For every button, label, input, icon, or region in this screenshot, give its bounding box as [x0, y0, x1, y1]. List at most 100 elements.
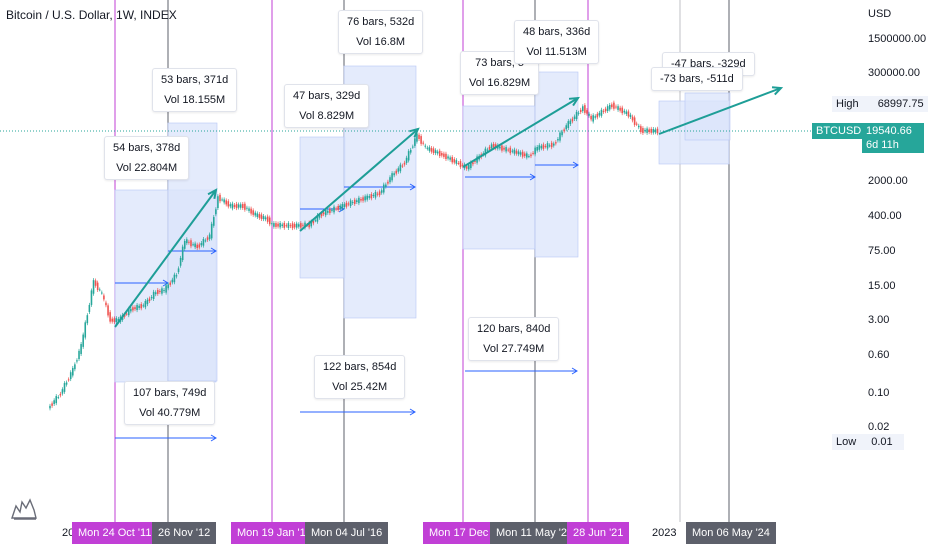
candle-body: [159, 290, 161, 293]
candle-body: [615, 106, 617, 108]
candle-body: [418, 134, 420, 139]
high-label: High: [836, 98, 859, 110]
candle-body: [130, 308, 132, 312]
measure-vol-text: Vol 18.155M: [164, 94, 226, 106]
candle-body: [405, 157, 408, 163]
candle-body: [200, 243, 203, 246]
candle-body: [142, 305, 145, 307]
candle-body: [339, 205, 342, 209]
candle-body: [432, 148, 435, 154]
candle-body: [467, 164, 470, 170]
candle-body: [233, 205, 236, 208]
candle-body: [441, 153, 443, 156]
candle-body: [219, 194, 221, 202]
candle-body: [146, 299, 149, 305]
measure-label: 54 bars, 378d Vol 22.804M: [104, 136, 190, 180]
date-tag-2015: Mon 19 Jan '15: [231, 522, 318, 544]
candle-body: [246, 207, 248, 209]
candle-body: [519, 152, 522, 155]
candle-body: [633, 117, 636, 125]
y-tick-label: 0.60: [868, 349, 889, 361]
candle-body: [210, 223, 213, 239]
candle-body: [227, 201, 230, 207]
candle-body: [175, 275, 178, 277]
candle-body: [347, 203, 350, 205]
candle-body: [501, 145, 503, 151]
candle-body: [401, 165, 404, 167]
candle-body: [266, 216, 269, 222]
measure-label: -73 bars, -511d: [651, 67, 743, 91]
candle-body: [231, 203, 234, 209]
candle-body: [310, 221, 313, 227]
candle-body: [455, 160, 458, 164]
candle-body: [293, 224, 296, 228]
candle-body: [625, 111, 628, 114]
candle-body: [154, 292, 157, 295]
candle-body: [140, 304, 143, 309]
candle-body: [163, 290, 165, 292]
y-tick-label: 300000.00: [868, 67, 920, 79]
candle-body: [385, 184, 387, 187]
candle-body: [646, 128, 648, 133]
candle-body: [378, 191, 381, 196]
candle-body: [507, 149, 509, 151]
candle-body: [358, 197, 360, 204]
candle-body: [324, 209, 327, 216]
tradingview-logo-icon: [10, 496, 38, 522]
candle-body: [445, 153, 447, 160]
measure-label: 48 bars, 336d Vol 11.513M: [514, 20, 600, 64]
candle-body: [526, 153, 528, 158]
last-price-value: 19540.66: [866, 125, 912, 137]
candle-body: [173, 274, 176, 283]
candle-body: [604, 108, 607, 112]
candle-body: [183, 240, 186, 249]
candle-body: [320, 213, 323, 217]
candle-body: [161, 288, 163, 294]
low-value: 0.01: [871, 436, 893, 448]
candle-body: [505, 147, 507, 152]
candle-body: [273, 223, 275, 227]
candle-body: [374, 191, 377, 198]
candle-body: [470, 162, 472, 169]
candle-body: [55, 396, 58, 404]
candle-body: [474, 160, 476, 162]
candle-body: [289, 225, 292, 227]
measure-bars-text: -73 bars, -511d: [660, 73, 734, 85]
candle-body: [571, 118, 574, 122]
measure-label: 120 bars, 840d Vol 27.749M: [468, 317, 560, 361]
candle-body: [575, 111, 578, 120]
candle-body: [596, 113, 599, 118]
measure-label: 53 bars, 371d Vol 18.155M: [152, 68, 238, 112]
candle-body: [206, 237, 209, 240]
candle-body: [395, 170, 398, 174]
candle-body: [281, 224, 283, 227]
measure-bars-text: 53 bars, 371d: [161, 74, 229, 86]
candle-body: [393, 173, 395, 176]
candle-body: [584, 105, 586, 113]
candle-body: [608, 104, 611, 110]
candle-body: [152, 291, 155, 299]
candle-body: [360, 198, 362, 201]
candle-body: [652, 129, 655, 133]
candle-body: [349, 200, 352, 207]
x-tick-start: 20: [62, 527, 75, 539]
candle-body: [492, 143, 495, 148]
candle-body: [511, 150, 514, 152]
candle-body: [559, 132, 561, 141]
candle-body: [115, 318, 118, 323]
candle-body: [490, 144, 493, 149]
candle-body: [271, 223, 273, 225]
candle-body: [329, 208, 331, 214]
measure-bars-text: 122 bars, 854d: [323, 361, 397, 373]
candle-body: [598, 112, 601, 116]
candle-body: [515, 150, 518, 154]
y-tick-label: 400.00: [868, 210, 902, 222]
candle-body: [53, 400, 55, 404]
candle-body: [212, 217, 215, 226]
candle-body: [94, 280, 97, 286]
candle-body: [642, 128, 644, 133]
candle-body: [250, 208, 252, 214]
candle-body: [420, 136, 422, 144]
candle-body: [202, 238, 205, 246]
candle-body: [262, 216, 265, 220]
